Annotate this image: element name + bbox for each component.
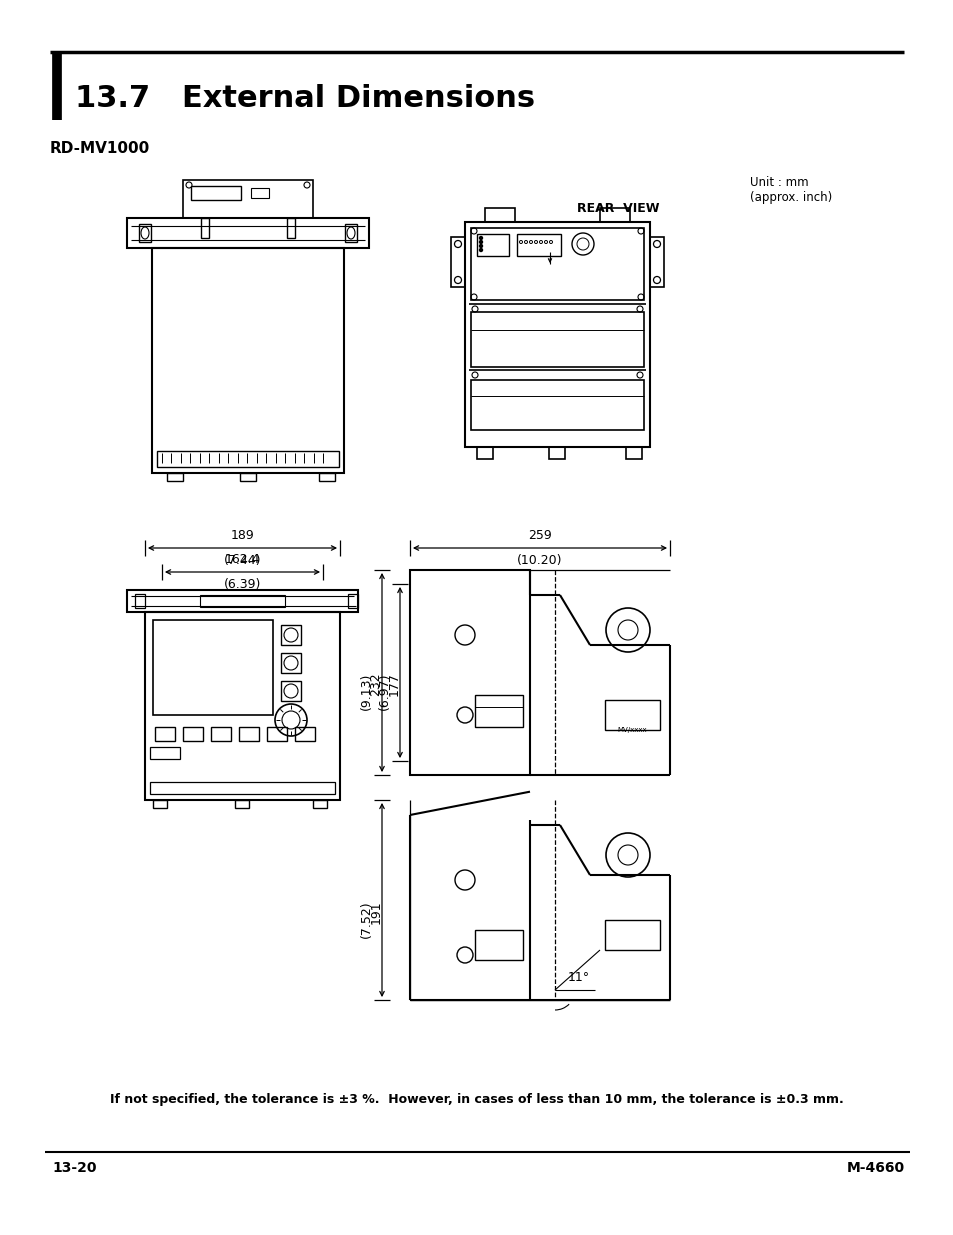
Bar <box>145 613 339 800</box>
Text: MV/xxxx: MV/xxxx <box>617 727 646 734</box>
Bar <box>451 237 464 287</box>
Text: 189: 189 <box>231 529 254 542</box>
Bar <box>211 727 231 741</box>
Bar <box>475 930 522 960</box>
Circle shape <box>479 241 482 243</box>
Bar <box>599 207 629 222</box>
Text: 13.7   External Dimensions: 13.7 External Dimensions <box>75 84 535 112</box>
Bar <box>471 228 643 300</box>
Bar <box>548 447 564 459</box>
Bar <box>139 224 151 242</box>
Bar <box>267 727 287 741</box>
Bar <box>410 571 530 776</box>
Text: (6.39): (6.39) <box>224 578 261 592</box>
Bar <box>345 224 356 242</box>
Text: (10.20): (10.20) <box>517 555 562 567</box>
Bar <box>625 447 641 459</box>
Bar <box>234 800 249 808</box>
Bar <box>183 180 313 219</box>
Bar <box>475 695 522 727</box>
Bar <box>150 782 335 794</box>
Bar <box>476 233 509 256</box>
Bar <box>135 594 145 608</box>
Text: (7.52): (7.52) <box>359 900 372 937</box>
Bar <box>157 451 338 467</box>
Text: RD-MV1000: RD-MV1000 <box>50 141 150 156</box>
Circle shape <box>479 248 482 252</box>
Bar <box>150 747 180 760</box>
Bar <box>152 248 344 473</box>
Text: 191: 191 <box>369 900 382 924</box>
Bar <box>471 380 643 430</box>
Bar <box>604 700 659 730</box>
Text: 11°: 11° <box>567 972 590 984</box>
Text: M-4660: M-4660 <box>846 1161 904 1174</box>
Bar <box>313 800 327 808</box>
Bar <box>154 727 174 741</box>
Text: (7.44): (7.44) <box>224 555 261 567</box>
Circle shape <box>479 245 482 247</box>
Text: (6.97): (6.97) <box>377 673 390 710</box>
Bar <box>152 800 167 808</box>
Text: Unit : mm
(approx. inch): Unit : mm (approx. inch) <box>749 177 831 204</box>
Bar <box>348 594 357 608</box>
Bar <box>464 222 649 447</box>
Bar <box>287 219 294 238</box>
Text: 259: 259 <box>528 529 551 542</box>
Bar <box>152 620 273 715</box>
Bar <box>517 233 560 256</box>
Bar <box>191 186 241 200</box>
Bar <box>201 219 209 238</box>
Bar <box>484 207 515 222</box>
Text: If not specified, the tolerance is ±3 %.  However, in cases of less than 10 mm, : If not specified, the tolerance is ±3 %.… <box>110 1093 843 1107</box>
Bar <box>167 473 183 480</box>
Bar <box>649 237 663 287</box>
Text: 177: 177 <box>387 673 400 697</box>
Text: 13-20: 13-20 <box>52 1161 96 1174</box>
Text: REAR  VIEW: REAR VIEW <box>577 201 659 215</box>
Bar <box>476 447 493 459</box>
Bar <box>281 680 301 701</box>
Bar <box>200 595 285 606</box>
Text: (9.13): (9.13) <box>359 673 372 710</box>
Bar <box>604 920 659 950</box>
Circle shape <box>479 236 482 240</box>
Bar <box>471 312 643 367</box>
Bar <box>183 727 203 741</box>
Bar <box>281 625 301 645</box>
Bar <box>239 727 258 741</box>
Bar <box>251 188 269 198</box>
Text: 162.4: 162.4 <box>225 553 260 566</box>
Bar <box>281 653 301 673</box>
Text: 232: 232 <box>369 673 382 697</box>
Bar <box>294 727 314 741</box>
Bar <box>240 473 255 480</box>
Bar <box>127 219 369 248</box>
Bar <box>318 473 335 480</box>
Bar <box>127 590 357 613</box>
